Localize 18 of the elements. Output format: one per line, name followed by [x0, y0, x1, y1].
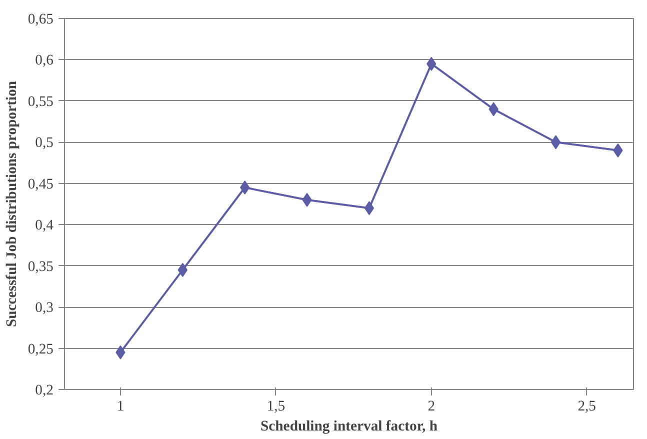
point	[550, 135, 561, 150]
y-tick-label: 0,35	[28, 258, 54, 275]
point	[364, 201, 374, 216]
x-tick-label: 2,5	[578, 398, 596, 414]
y-tick-label: 0,25	[28, 341, 54, 358]
y-tick-label: 0,3	[35, 300, 54, 316]
x-tick-label: 2	[428, 398, 436, 414]
y-tick-label: 0,65	[28, 12, 54, 28]
x-tick-label: 1	[116, 398, 124, 414]
y-tick-label: 0,55	[28, 94, 54, 110]
x-tick-label: 1,5	[266, 398, 286, 414]
y-tick-label: 0,4	[35, 218, 54, 234]
y-tick-label: 0,5	[35, 135, 54, 152]
y-axis-title: Successful Job distributions proportion	[4, 80, 20, 328]
y-tick-label: 0,6	[35, 52, 54, 69]
y-tick-label: 0,2	[35, 382, 54, 398]
y-tick-label: 0,45	[28, 176, 54, 192]
x-axis-title: Scheduling interval factor, h	[260, 418, 438, 434]
